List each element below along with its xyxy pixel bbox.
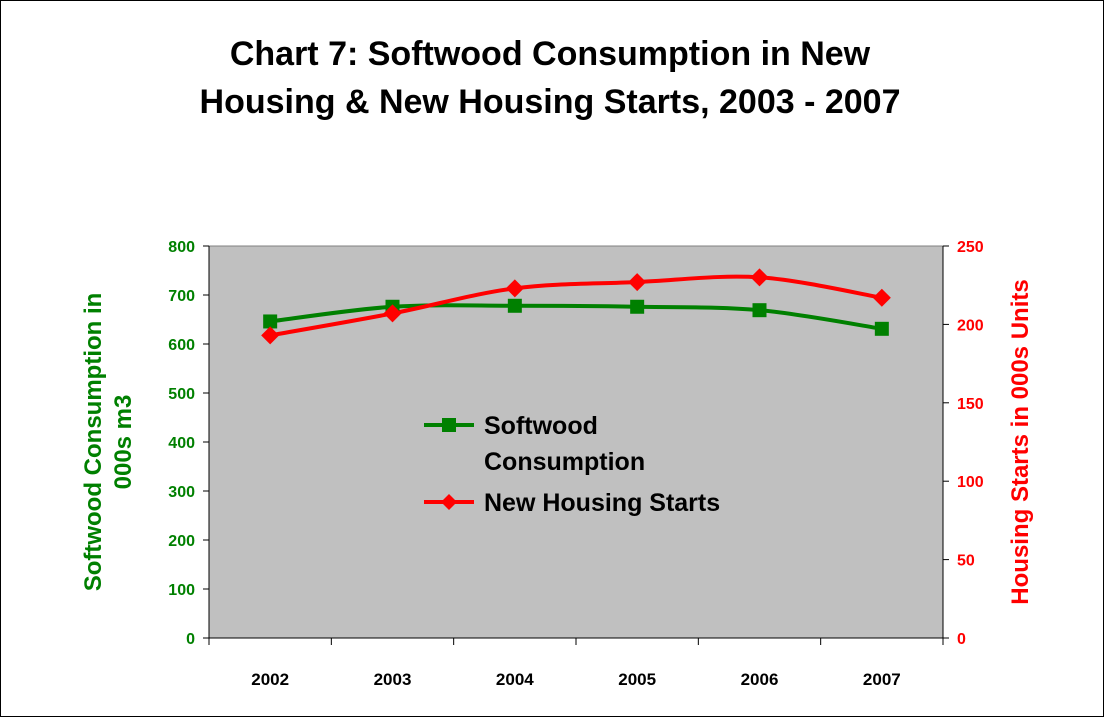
y-left-label-line-1: Softwood Consumption in	[80, 293, 107, 592]
softwood-point	[752, 303, 767, 318]
softwood-point	[630, 299, 645, 314]
series-markers	[261, 268, 891, 345]
y-right-tick-label: 50	[957, 553, 975, 570]
housing-point	[261, 326, 280, 345]
legend-softwood-square-icon	[442, 418, 456, 432]
legend-housing-diamond-icon	[441, 494, 457, 510]
y-left-tick-label: 0	[186, 631, 195, 648]
housing-point	[505, 279, 524, 298]
chart-title-line-2: Housing & New Housing Starts, 2003 - 200…	[199, 83, 901, 121]
housing-point	[872, 288, 891, 307]
x-tick-label: 2005	[618, 670, 656, 689]
y-right-label: Housing Starts in 000s Units	[1007, 279, 1034, 604]
x-tick-label: 2006	[741, 670, 779, 689]
housing-series-line	[269, 274, 883, 338]
softwood-series-line	[269, 303, 883, 331]
legend-softwood-label-2: Consumption	[484, 448, 645, 476]
y-right-tick-label: 150	[957, 396, 984, 413]
y-left-label-line-2: 000s m3	[110, 395, 137, 490]
axes: 0 100 200 300 400 500 600 700 800 0 50 100 150 200 250…	[168, 239, 984, 689]
chart-title: Chart 7: Softwood Consumption in New Hou…	[80, 30, 1020, 126]
x-tick-label: 2003	[374, 670, 412, 689]
y-left-tick-label: 600	[168, 337, 195, 354]
softwood-point	[874, 321, 889, 336]
x-tick-label: 2004	[496, 670, 534, 689]
legend: Softwood Consumption New Housing Starts	[424, 412, 720, 517]
softwood-point	[263, 314, 278, 329]
housing-point	[383, 304, 402, 323]
y-left-tick-label: 200	[168, 533, 195, 550]
y-right-tick-label: 0	[957, 631, 966, 648]
y-left-tick-label: 400	[168, 435, 195, 452]
y-right-tick-label: 250	[957, 239, 984, 256]
y-left-tick-label: 700	[168, 288, 195, 305]
y-right-tick-label: 100	[957, 474, 984, 491]
y-left-tick-label: 100	[168, 582, 195, 599]
y-left-tick-label: 500	[168, 386, 195, 403]
y-right-tick-label: 200	[957, 317, 984, 334]
chart-title-line-1: Chart 7: Softwood Consumption in New	[229, 35, 871, 73]
legend-housing-label: New Housing Starts	[484, 489, 720, 517]
x-tick-label: 2007	[863, 670, 901, 689]
y-left-tick-label: 800	[168, 239, 195, 256]
housing-point	[628, 273, 647, 292]
x-tick-label: 2002	[251, 670, 289, 689]
y-left-tick-label: 300	[168, 484, 195, 501]
softwood-point	[507, 298, 522, 313]
series-lines	[269, 274, 883, 338]
legend-softwood-label-1: Softwood	[484, 412, 598, 440]
housing-point	[750, 268, 769, 287]
